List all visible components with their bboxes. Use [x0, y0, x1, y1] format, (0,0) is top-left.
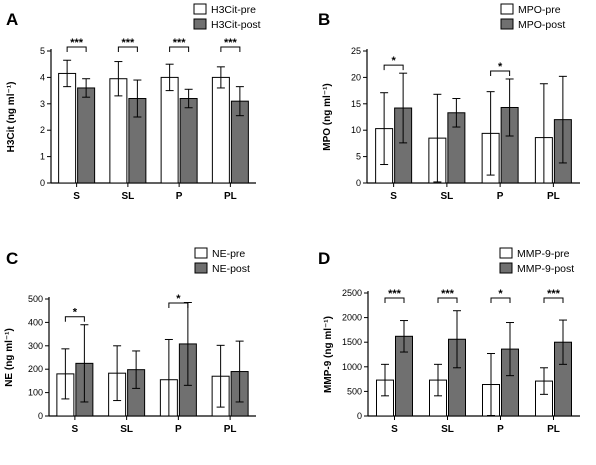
significance-label: *: [498, 61, 503, 73]
significance-label: *: [73, 307, 78, 319]
y-tick-label: 0: [357, 411, 362, 421]
y-tick-label: 10: [351, 125, 361, 135]
x-tick-label: P: [497, 424, 504, 435]
bar: [179, 98, 198, 184]
legend-swatch: [194, 247, 208, 259]
legend-swatch: [193, 18, 207, 30]
significance-label: ***: [547, 288, 561, 300]
x-tick-label: SL: [440, 191, 453, 202]
legend-label: MMP-9-pre: [517, 248, 570, 260]
x-tick-label: PL: [547, 424, 560, 435]
legend-swatch: [500, 3, 514, 15]
significance-bracket: [66, 46, 87, 52]
significance-bracket: [168, 302, 189, 308]
y-tick-label: 20: [351, 72, 361, 82]
y-tick-label: 500: [347, 386, 362, 396]
y-tick-label: 500: [28, 294, 43, 304]
legend-label: NE-post: [212, 263, 250, 275]
y-tick-label: 2500: [342, 288, 362, 298]
significance-bracket: [383, 64, 404, 71]
significance-label: ***: [121, 37, 135, 49]
x-tick-label: S: [73, 191, 80, 202]
significance-bracket: [490, 70, 511, 76]
y-tick-label: 5: [40, 46, 45, 56]
panel-letter: D: [318, 249, 330, 268]
legend-label: MPO-pre: [518, 4, 561, 16]
bar: [58, 72, 77, 184]
legend-swatch: [500, 18, 514, 30]
significance-label: *: [176, 293, 181, 305]
y-tick-label: 5: [356, 152, 361, 162]
legend-label: NE-pre: [212, 248, 245, 260]
significance-label: ***: [441, 288, 455, 300]
y-tick-label: 200: [28, 364, 43, 374]
legend-swatch: [193, 3, 207, 15]
panel-a: A H3Cit (ng ml⁻¹) 0 1 2 3 4 5 S SL P PL *** *** *** ***…: [6, 3, 261, 202]
panel-letter: C: [6, 249, 18, 268]
x-tick-label: SL: [121, 191, 134, 202]
significance-label: *: [498, 288, 503, 300]
legend-label: H3Cit-pre: [211, 4, 256, 16]
x-tick-label: P: [497, 191, 504, 202]
significance-label: ***: [224, 37, 238, 49]
x-tick-label: P: [175, 424, 182, 435]
panel-b: B MPO (ng ml⁻¹) 0 5 10 15 20 25 S SL P PL * * MPO-pre M…: [318, 3, 580, 202]
legend-label: H3Cit-post: [211, 19, 261, 31]
significance-bracket: [437, 297, 458, 303]
y-tick-label: 100: [28, 388, 43, 398]
y-tick-label: 25: [351, 46, 361, 56]
panel-letter: B: [318, 10, 330, 29]
legend-swatch: [194, 262, 208, 274]
y-tick-label: 400: [28, 317, 43, 327]
x-tick-label: PL: [224, 191, 237, 202]
significance-bracket: [490, 297, 511, 303]
significance-bracket: [169, 46, 190, 52]
significance-label: ***: [173, 37, 187, 49]
x-tick-label: SL: [441, 424, 454, 435]
legend-label: MMP-9-post: [517, 263, 574, 275]
legend-swatch: [499, 247, 513, 259]
significance-bracket: [220, 46, 241, 52]
y-axis-label: NE (ng ml⁻¹): [4, 328, 15, 387]
y-tick-label: 2000: [342, 313, 362, 323]
x-tick-label: PL: [224, 424, 237, 435]
y-tick-label: 0: [356, 178, 361, 188]
significance-bracket: [117, 46, 138, 52]
panel-letter: A: [6, 10, 18, 29]
significance-label: ***: [388, 288, 402, 300]
y-tick-label: 1500: [342, 337, 362, 347]
panel-c: C NE (ng ml⁻¹) 0 100 200 300 400 500 S SL P PL * * NE-…: [4, 247, 256, 435]
y-axis-label: MMP-9 (ng ml⁻¹): [323, 316, 334, 393]
y-tick-label: 0: [40, 178, 45, 188]
bar: [211, 76, 230, 184]
x-tick-label: PL: [547, 191, 560, 202]
panel-d: D MMP-9 (ng ml⁻¹) 0 500 1000 1500 2000 2500 S SL P…: [318, 247, 580, 435]
y-axis-label: MPO (ng ml⁻¹): [322, 83, 333, 151]
y-tick-label: 2: [40, 125, 45, 135]
x-tick-label: P: [176, 191, 183, 202]
y-tick-label: 1000: [342, 362, 362, 372]
x-tick-label: S: [72, 424, 79, 435]
x-tick-label: SL: [120, 424, 133, 435]
y-tick-label: 1: [40, 152, 45, 162]
legend-label: MPO-post: [518, 19, 565, 31]
y-tick-label: 4: [40, 72, 45, 82]
significance-label: *: [391, 55, 396, 67]
bar: [160, 76, 179, 184]
y-tick-label: 300: [28, 341, 43, 351]
x-tick-label: S: [391, 424, 398, 435]
significance-bracket: [384, 297, 405, 303]
y-tick-label: 3: [40, 99, 45, 109]
significance-label: ***: [70, 37, 84, 49]
y-tick-label: 0: [38, 411, 43, 421]
x-tick-label: S: [390, 191, 397, 202]
significance-bracket: [64, 316, 85, 322]
y-axis-label: H3Cit (ng ml⁻¹): [6, 82, 17, 153]
significance-bracket: [543, 297, 564, 303]
bar: [77, 87, 96, 184]
y-tick-label: 15: [351, 99, 361, 109]
legend-swatch: [499, 262, 513, 274]
